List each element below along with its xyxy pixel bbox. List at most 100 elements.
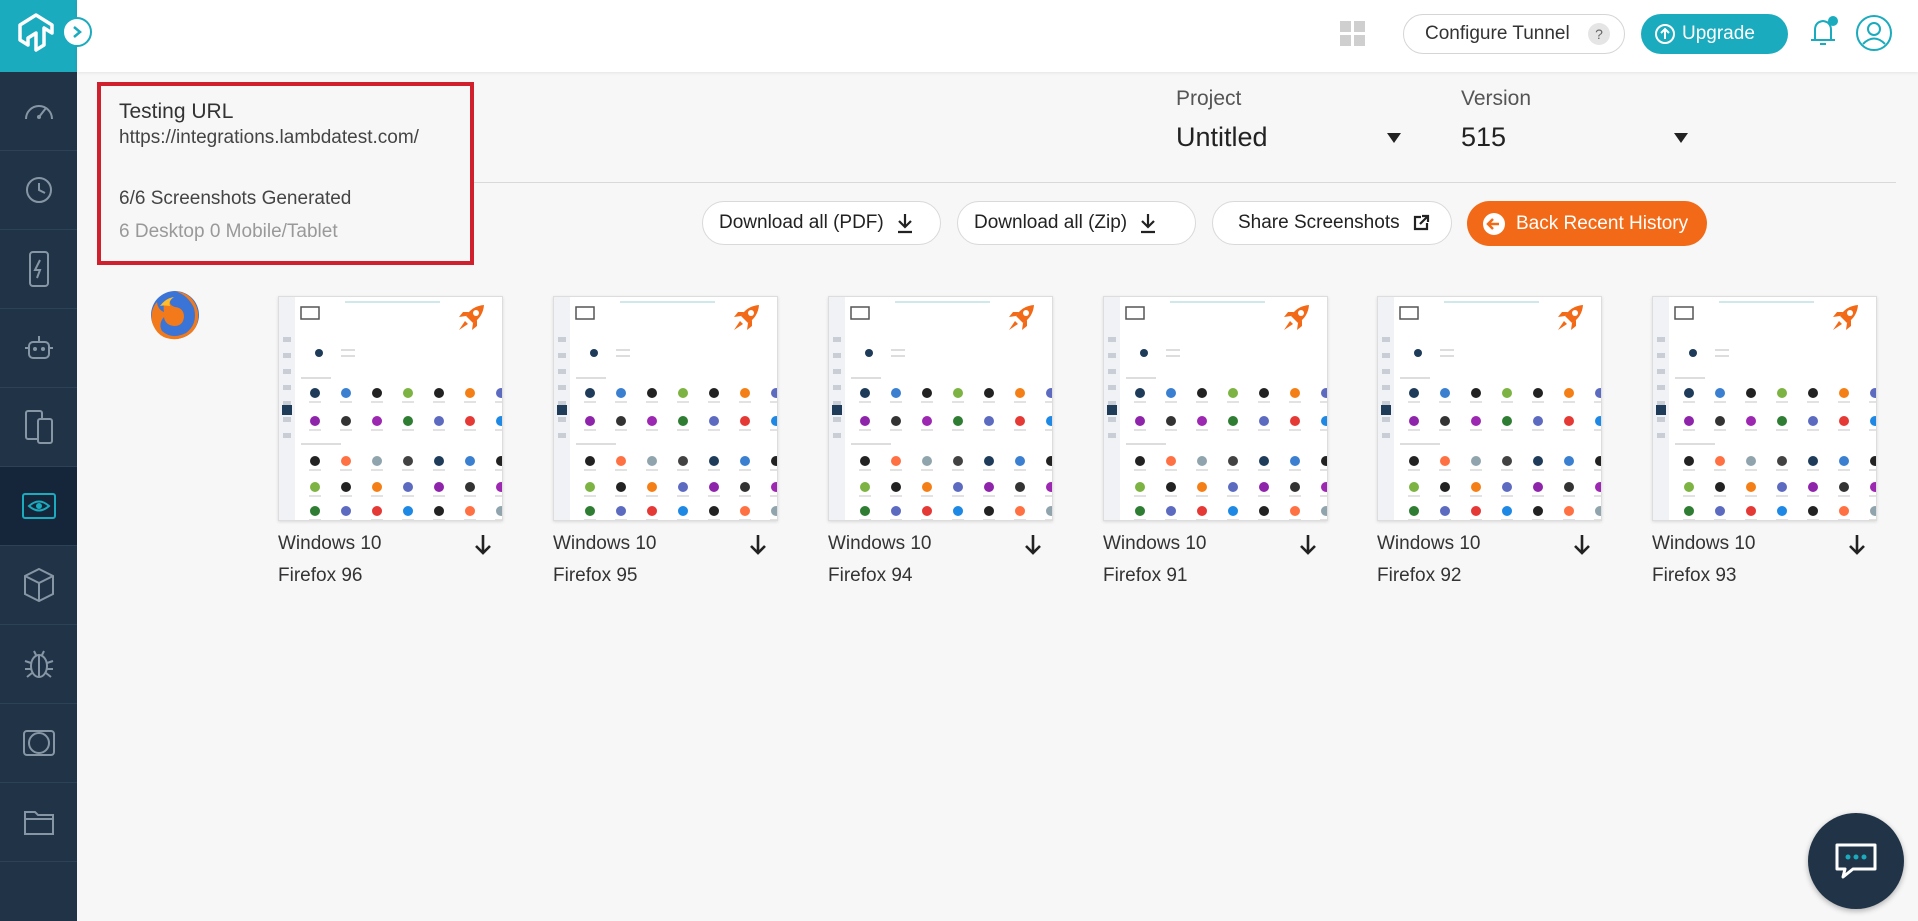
expand-sidebar-button[interactable] [62,17,92,47]
screenshot-os-label: Windows 10 [1103,533,1207,554]
screenshot-os-label: Windows 10 [1377,533,1481,554]
rocket-icon [1284,305,1309,330]
screenshot-preview-image [829,297,1052,520]
firefox-logo-icon [151,291,199,340]
sidebar-item-dashboard[interactable] [0,72,77,151]
sidebar-item-visual-ui[interactable] [0,467,77,546]
screenshot-preview-image [279,297,502,520]
screenshot-card[interactable] [278,296,503,521]
upgrade-button[interactable]: Upgrade [1641,14,1788,54]
chevron-right-icon [73,26,82,38]
screenshot-card[interactable] [1652,296,1877,521]
caret-down-icon[interactable] [1386,132,1402,144]
rocket-icon [1009,305,1034,330]
apps-grid-icon[interactable] [1339,20,1367,48]
robot-icon [24,336,53,359]
chat-widget-button[interactable] [1808,813,1904,909]
screenshot-browser-label: Firefox 93 [1652,565,1737,586]
arrow-left-circle-icon [1483,212,1505,235]
version-select[interactable]: 515 [1461,122,1507,152]
download-arrow-icon [1025,535,1041,555]
cube-icon [23,567,54,603]
devices-icon [24,410,53,444]
screenshot-os-label: Windows 10 [828,533,932,554]
download-pdf-label: Download all (PDF) [719,212,884,233]
speedometer-icon [24,105,53,120]
bug-icon [24,650,53,678]
sidebar-item-real-time[interactable] [0,230,77,309]
screenshot-browser-label: Firefox 91 [1103,565,1188,586]
rocket-icon [1833,305,1858,330]
testing-url-title: Testing URL [119,100,234,123]
download-screenshot-button[interactable] [1572,533,1592,562]
screenshot-preview-image [1104,297,1327,520]
configure-tunnel-button[interactable]: Configure Tunnel ? [1403,14,1625,54]
sidebar-item-files[interactable] [0,783,77,862]
download-arrow-icon [475,535,491,555]
download-icon [1141,214,1156,234]
screenshot-browser-label: Firefox 96 [278,565,363,586]
sidebar-item-issue-tracker[interactable] [0,625,77,704]
rocket-icon [1558,305,1583,330]
sidebar-item-test-at-scale[interactable] [0,546,77,625]
download-zip-button[interactable]: Download all (Zip) [957,201,1196,245]
logo-icon [18,13,54,52]
download-screenshot-button[interactable] [748,533,768,562]
screenshot-preview-image [1378,297,1601,520]
download-icon [897,214,912,234]
screenshot-os-label: Windows 10 [278,533,382,554]
device-breakdown: 6 Desktop 0 Mobile/Tablet [119,221,338,242]
download-screenshot-button[interactable] [1023,533,1043,562]
user-icon[interactable] [1854,13,1894,53]
screenshot-browser-label: Firefox 95 [553,565,638,586]
download-screenshot-button[interactable] [473,533,493,562]
download-arrow-icon [1574,535,1590,555]
screenshot-preview-image [1653,297,1876,520]
configure-tunnel-label: Configure Tunnel [1425,23,1570,44]
sidebar-item-smart-ui[interactable] [0,704,77,783]
top-bar: Configure Tunnel ? Upgrade [77,0,1918,72]
project-select[interactable]: Untitled [1176,122,1268,152]
screenshot-card[interactable] [553,296,778,521]
share-icon [1413,214,1429,231]
screenshot-card[interactable] [1103,296,1328,521]
arrow-up-circle-icon [1655,24,1675,44]
mobile-bolt-icon [28,251,49,287]
caret-down-icon[interactable] [1673,132,1689,144]
screenshot-preview-image [554,297,777,520]
highlight-box [97,82,474,265]
screenshot-browser-label: Firefox 92 [1377,565,1462,586]
download-pdf-button[interactable]: Download all (PDF) [702,201,941,245]
back-recent-history-label: Back Recent History [1516,212,1689,234]
folder-icon [23,811,54,835]
screenshot-os-label: Windows 10 [1652,533,1756,554]
download-screenshot-button[interactable] [1847,533,1867,562]
download-arrow-icon [750,535,766,555]
bell-icon[interactable] [1806,14,1842,50]
chat-icon [1835,843,1877,879]
screenshots-generated-count: 6/6 Screenshots Generated [119,188,352,209]
sidebar-item-history[interactable] [0,151,77,230]
sidebar [0,0,92,921]
screenshot-card[interactable] [1377,296,1602,521]
sidebar-item-app-testing[interactable] [0,388,77,467]
download-zip-label: Download all (Zip) [974,212,1128,233]
share-screenshots-button[interactable]: Share Screenshots [1212,201,1452,245]
download-screenshot-button[interactable] [1298,533,1318,562]
clock-icon [25,177,52,203]
back-recent-history-button[interactable]: Back Recent History [1467,201,1707,246]
version-label: Version [1461,87,1532,110]
compare-icon [22,730,55,756]
project-label: Project [1176,87,1242,110]
share-screenshots-label: Share Screenshots [1238,212,1400,233]
help-icon[interactable]: ? [1588,23,1610,45]
rocket-icon [734,305,759,330]
upgrade-label: Upgrade [1682,23,1755,44]
rocket-icon [459,305,484,330]
screenshot-browser-label: Firefox 94 [828,565,913,586]
download-arrow-icon [1300,535,1316,555]
testing-url-value: https://integrations.lambdatest.com/ [119,127,419,148]
screenshot-card[interactable] [828,296,1053,521]
sidebar-item-automation[interactable] [0,309,77,388]
eye-icon [21,493,56,519]
